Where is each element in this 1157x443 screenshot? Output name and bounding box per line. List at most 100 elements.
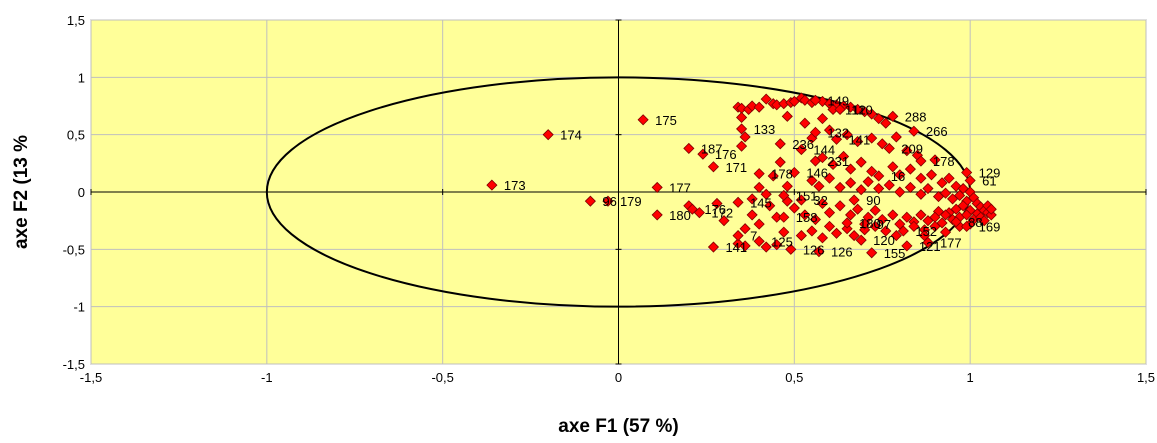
data-point-5 (651, 181, 663, 193)
data-point-13 (732, 196, 744, 208)
data-point-unlabeled-24 (736, 111, 748, 124)
data-point-32 (922, 236, 934, 249)
point-label-44: 97 (877, 217, 891, 232)
data-point-10 (707, 161, 720, 173)
data-point-22 (795, 144, 807, 156)
y-tick-label-4: 0,5 (67, 128, 85, 143)
data-point-unlabeled-97 (852, 203, 864, 215)
point-label-16: 236 (792, 137, 814, 152)
data-point-unlabeled-37 (901, 145, 913, 157)
data-point-4 (602, 195, 614, 207)
data-point-30 (866, 247, 878, 259)
data-point-unlabeled-107 (764, 200, 776, 212)
data-point-31 (901, 240, 913, 252)
x-tick-label-5: 1 (967, 370, 974, 385)
point-label-4: 179 (620, 194, 642, 209)
data-point-unlabeled-25 (739, 131, 751, 143)
data-point-unlabeled-122 (848, 230, 860, 242)
data-point-unlabeled-123 (859, 224, 871, 236)
data-point-unlabeled-44 (855, 156, 867, 168)
data-point-unlabeled-63 (873, 182, 885, 195)
data-point-16 (774, 138, 786, 150)
data-point-unlabeled-46 (887, 161, 899, 173)
data-point-unlabeled-59 (834, 181, 846, 193)
y-tick-label-5: 1 (78, 70, 85, 85)
data-point-unlabeled-48 (904, 163, 916, 175)
data-point-6 (651, 209, 663, 221)
point-label-12: 141 (725, 240, 747, 255)
data-point-unlabeled-57 (813, 180, 825, 192)
point-label-26: 149 (827, 93, 849, 108)
point-label-13: 145 (750, 195, 772, 210)
data-point-15 (753, 168, 765, 180)
data-point-21 (788, 166, 800, 179)
data-point-unlabeled-47 (894, 169, 906, 181)
data-point-38 (964, 174, 976, 187)
data-point-unlabeled-21 (866, 108, 878, 120)
point-label-43: 90 (866, 193, 880, 208)
data-point-unlabeled-42 (838, 150, 850, 163)
data-point-43 (848, 194, 860, 206)
data-point-37 (961, 166, 973, 179)
point-label-42: 151 (796, 188, 818, 203)
point-label-45: 180 (859, 216, 881, 231)
data-point-19 (785, 243, 797, 255)
point-label-3: 96 (602, 194, 616, 209)
data-point-unlabeled-79 (985, 209, 997, 221)
y-tick-label-2: -0,5 (63, 242, 85, 257)
data-point-unlabeled-146 (753, 181, 765, 193)
data-point-unlabeled-41 (827, 158, 839, 171)
point-label-32: 177 (940, 235, 962, 250)
point-label-30: 155 (884, 246, 906, 261)
data-point-unlabeled-148 (746, 193, 758, 205)
point-label-1: 173 (504, 178, 526, 193)
y-axis-title: axe F2 (13 % (11, 135, 32, 249)
data-point-unlabeled-130 (936, 217, 948, 229)
point-label-14: 7 (750, 229, 757, 244)
data-point-39 (961, 220, 973, 232)
data-point-unlabeled-66 (904, 181, 916, 193)
data-point-unlabeled-68 (922, 182, 934, 195)
point-label-6: 180 (669, 208, 691, 223)
data-point-unlabeled-115 (778, 226, 790, 238)
point-label-25: 112 (845, 102, 866, 117)
data-point-unlabeled-114 (771, 239, 783, 251)
point-label-48: 16 (891, 169, 905, 184)
data-points (486, 92, 997, 259)
point-label-17: 133 (754, 122, 776, 137)
data-point-unlabeled-118 (816, 232, 829, 244)
data-point-unlabeled-72 (954, 189, 966, 202)
data-point-unlabeled-109 (746, 209, 758, 221)
data-point-36 (915, 155, 927, 167)
data-point-27 (834, 103, 846, 116)
data-point-unlabeled-141 (939, 226, 952, 238)
data-point-unlabeled-52 (943, 172, 955, 184)
data-point-unlabeled-33 (852, 135, 864, 148)
point-label-33: 288 (905, 109, 927, 124)
point-label-41: 32 (813, 193, 827, 208)
data-point-unlabeled-50 (925, 169, 938, 181)
data-point-unlabeled-127 (908, 220, 920, 232)
data-point-unlabeled-137 (985, 203, 997, 215)
x-tick-label-1: -1 (261, 370, 273, 385)
point-label-35: 209 (901, 141, 923, 156)
point-label-2: 175 (655, 113, 677, 128)
data-point-47 (830, 133, 843, 145)
data-point-unlabeled-27 (781, 110, 793, 122)
data-point-unlabeled-104 (788, 202, 800, 214)
point-label-36: 178 (933, 154, 955, 169)
data-point-unlabeled-101 (816, 197, 829, 210)
data-point-unlabeled-3 (746, 100, 758, 112)
data-point-unlabeled-89 (915, 209, 927, 221)
data-point-unlabeled-116 (795, 230, 807, 242)
data-point-3 (584, 195, 596, 207)
data-point-45 (841, 217, 853, 229)
data-point-unlabeled-36 (890, 131, 902, 143)
data-point-29 (855, 234, 867, 246)
data-point-unlabeled-70 (939, 187, 952, 199)
data-point-unlabeled-138 (978, 215, 990, 227)
point-label-15: 178 (771, 167, 793, 182)
data-point-23 (809, 155, 821, 167)
